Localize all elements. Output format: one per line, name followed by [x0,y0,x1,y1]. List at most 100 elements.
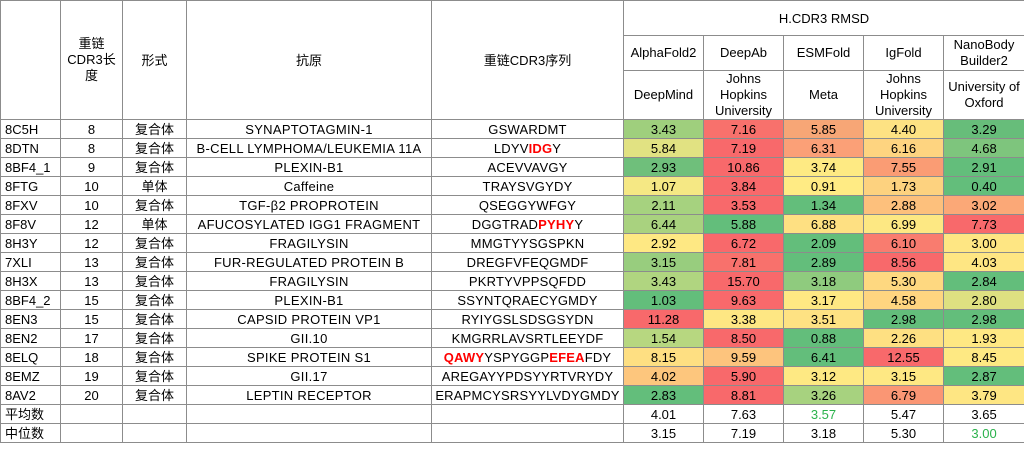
rmsd-value-cell: 1.03 [623,290,704,310]
rmsd-value-cell: 6.10 [863,233,944,253]
form-cell: 复合体 [122,157,187,177]
antigen-cell: B-CELL LYMPHOMA/LEUKEMIA 11A [186,138,432,158]
cdr3-length-cell: 9 [60,157,123,177]
rmsd-value-cell: 5.90 [703,366,784,386]
empty-cell [431,423,624,443]
rmsd-value-cell: 2.87 [942,366,1024,386]
antigen-cell: Caffeine [186,176,432,196]
rmsd-value-cell: 3.53 [703,195,784,215]
rmsd-value-cell: 7.16 [703,119,784,139]
cdr3-length-cell: 13 [60,271,123,291]
form-cell: 复合体 [122,290,187,310]
table-row: 8FXV 10 复合体 TGF-β2 PROPROTEIN QSEGGYWFGY 2.11… [0,195,1024,215]
table-row: 8H3X 13 复合体 FRAGILYSIN PKRTYVPPSQFDD 3.43 15.7… [0,271,1024,291]
header-antigen: 抗原 [186,0,432,120]
sequence-segment: TRAYSVGYDY [482,178,573,194]
rmsd-value-cell: 15.70 [703,271,784,291]
cdr3-length-cell: 13 [60,252,123,272]
rmsd-value-cell: 3.00 [942,233,1024,253]
header-rmsd-group: H.CDR3 RMSD [622,0,1024,36]
rmsd-value-cell: 2.11 [623,195,704,215]
rmsd-value-cell: 7.81 [703,252,784,272]
cdr3-length-cell: 8 [60,138,123,158]
cdr3-length-cell: 18 [60,347,123,367]
rmsd-value-cell: 3.15 [623,252,704,272]
header-method-name: AlphaFold2 [623,35,704,71]
cdr3-sequence-cell: LDYVIDGY [431,138,624,158]
summary-value-cell: 3.18 [783,423,864,443]
cdr3-sequence-cell: KMGRRLAVSRTLEEYDF [431,328,624,348]
table-row: 8BF4_1 9 复合体 PLEXIN-B1 ACEVVAVGY 2.93 10.86 3.7… [0,157,1024,177]
cdr3-length-cell: 12 [60,233,123,253]
rmsd-value-cell: 3.84 [703,176,784,196]
form-cell: 复合体 [122,195,187,215]
table-row: 7XLI 13 复合体 FUR-REGULATED PROTEIN B DREGFVFE… [0,252,1024,272]
sequence-segment: DGGTRAD [471,216,539,232]
cdr3-length-cell: 12 [60,214,123,234]
header-method-name: ESMFold [783,35,864,71]
rmsd-value-cell: 2.89 [783,252,864,272]
summary-value-cell: 7.63 [703,404,784,424]
cdr3-length-cell: 10 [60,176,123,196]
sequence-highlight: EFEA [549,349,585,365]
pdb-id-cell: 8H3Y [0,233,61,253]
sequence-highlight: PYHY [538,216,575,232]
rmsd-value-cell: 8.81 [703,385,784,405]
rmsd-value-cell: 6.41 [783,347,864,367]
summary-label: 中位数 [0,423,61,443]
antigen-cell: FUR-REGULATED PROTEIN B [186,252,432,272]
rmsd-value-cell: 6.44 [623,214,704,234]
header-cdr3-sequence: 重链CDR3序列 [431,0,624,120]
antigen-cell: FRAGILYSIN [186,233,432,253]
table-row: 8DTN 8 复合体 B-CELL LYMPHOMA/LEUKEMIA 11A LDYV… [0,138,1024,158]
rmsd-value-cell: 10.86 [703,157,784,177]
rmsd-value-cell: 7.73 [942,214,1024,234]
pdb-id-cell: 8C5H [0,119,61,139]
cdr3-sequence-cell: ERAPMCYSRSYYLVDYGMDY [431,385,624,405]
table-row: 8ELQ 18 复合体 SPIKE PROTEIN S1 QAWYYSPYGGPEFEA… [0,347,1024,367]
empty-cell [122,423,187,443]
table-row: 8EN2 17 复合体 GII.10 KMGRRLAVSRTLEEYDF 1.54 8.50… [0,328,1024,348]
rmsd-value-cell: 6.99 [863,214,944,234]
cdr3-sequence-cell: TRAYSVGYDY [431,176,624,196]
form-cell: 复合体 [122,328,187,348]
sequence-segment: GSWARDMT [488,121,567,137]
rmsd-value-cell: 8.15 [623,347,704,367]
empty-cell [60,423,123,443]
sequence-segment: PKRTYVPPSQFDD [468,273,587,289]
sequence-segment: ERAPMCYSRSYYLVDYGMDY [435,387,620,403]
rmsd-value-cell: 3.15 [863,366,944,386]
rmsd-value-cell: 2.88 [863,195,944,215]
form-cell: 复合体 [122,252,187,272]
empty-cell [186,423,432,443]
rmsd-value-cell: 3.51 [783,309,864,329]
table-row: 8BF4_2 15 复合体 PLEXIN-B1 SSYNTQRAECYGMDY 1.03 9… [0,290,1024,310]
sequence-segment: LDYV [493,140,529,156]
cdr3-length-cell: 20 [60,385,123,405]
form-cell: 单体 [122,214,187,234]
summary-row: 平均数 4.01 7.63 3.57 5.47 3.65 [0,404,1024,424]
rmsd-value-cell: 8.56 [863,252,944,272]
rmsd-value-cell: 6.31 [783,138,864,158]
antigen-cell: PLEXIN-B1 [186,290,432,310]
form-cell: 复合体 [122,366,187,386]
sequence-segment: MMGTYYSGSPKN [470,235,585,251]
rmsd-value-cell: 7.19 [703,138,784,158]
form-cell: 复合体 [122,347,187,367]
rmsd-value-cell: 3.74 [783,157,864,177]
table-row: 8AV2 20 复合体 LEPTIN RECEPTOR ERAPMCYSRSYYLVDY… [0,385,1024,405]
cdr3-sequence-cell: AREGAYYPDSYYRTVRYDY [431,366,624,386]
rmsd-value-cell: 1.93 [942,328,1024,348]
summary-value-cell: 3.00 [942,423,1024,443]
form-cell: 复合体 [122,309,187,329]
cdr3-sequence-cell: MMGTYYSGSPKN [431,233,624,253]
cdr3-length-cell: 15 [60,309,123,329]
cdr3-length-cell: 19 [60,366,123,386]
rmsd-value-cell: 1.34 [783,195,864,215]
header-method-org: Meta [783,70,864,120]
rmsd-table: 重链CDR3长度 形式 抗原 重链CDR3序列 H.CDR3 RMSD Alph… [0,0,1024,443]
cdr3-sequence-cell: PKRTYVPPSQFDD [431,271,624,291]
summary-value-cell: 5.30 [863,423,944,443]
summary-row: 中位数 3.15 7.19 3.18 5.30 3.00 [0,423,1024,443]
form-cell: 复合体 [122,138,187,158]
